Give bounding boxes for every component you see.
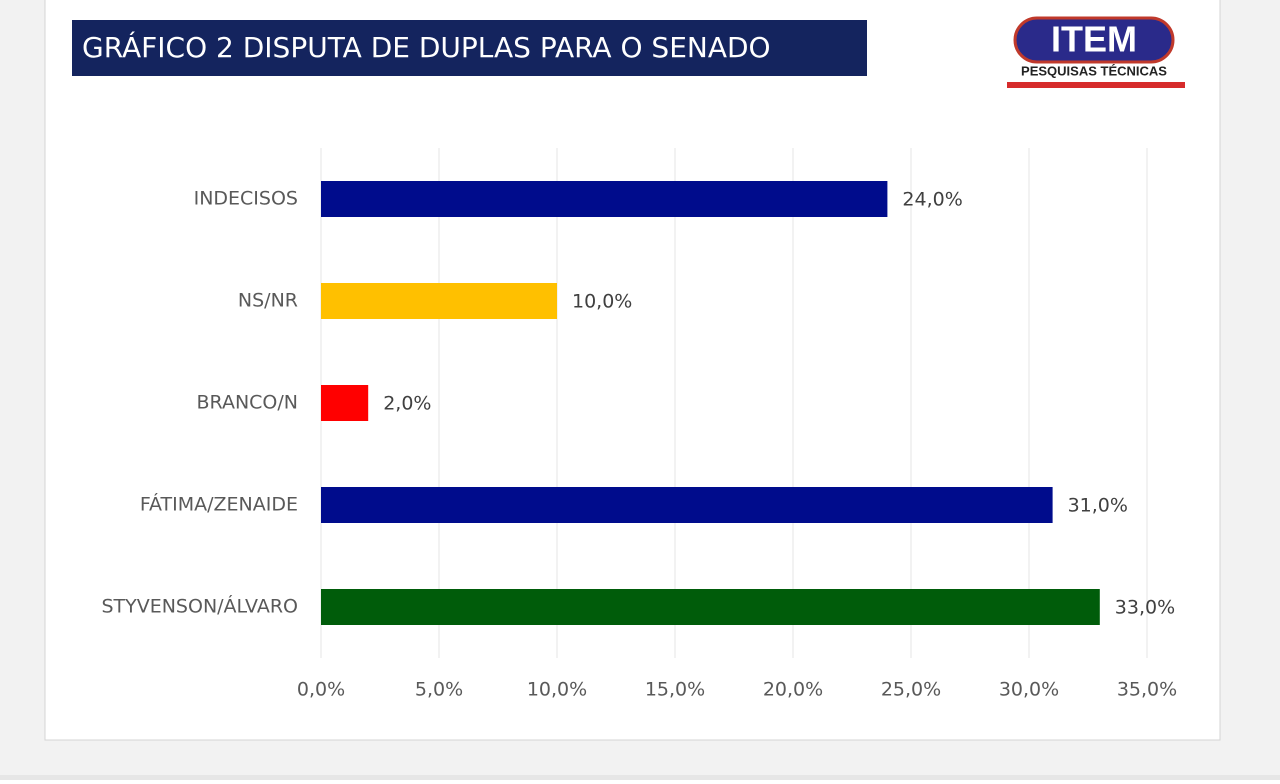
value-label: 2,0% (383, 393, 431, 415)
x-tick-label: 10,0% (527, 679, 587, 701)
bar (321, 487, 1053, 523)
bar (321, 181, 888, 217)
logo-tagline: PESQUISAS TÉCNICAS (1021, 63, 1167, 78)
x-tick-label: 20,0% (763, 679, 823, 701)
y-tick-label: INDECISOS (194, 188, 298, 210)
y-tick-label: STYVENSON/ÁLVARO (101, 595, 298, 618)
x-tick-label: 30,0% (999, 679, 1059, 701)
logo-name: ITEM (1051, 19, 1137, 60)
value-label: 24,0% (902, 189, 962, 211)
title-box (72, 20, 867, 76)
value-label: 10,0% (572, 291, 632, 313)
chart-title: GRÁFICO 2 DISPUTA DE DUPLAS PARA O SENAD… (82, 30, 771, 64)
y-tick-label: BRANCO/N (196, 392, 298, 414)
value-label: 31,0% (1068, 495, 1128, 517)
x-tick-label: 5,0% (415, 679, 463, 701)
x-tick-label: 15,0% (645, 679, 705, 701)
logo: ITEM PESQUISAS TÉCNICAS (1007, 16, 1185, 88)
logo-bar (1007, 82, 1185, 88)
logo-badge (1013, 16, 1175, 64)
bar (321, 283, 557, 319)
x-tick-label: 25,0% (881, 679, 941, 701)
y-tick-label: NS/NR (238, 290, 298, 312)
y-tick-label: FÁTIMA/ZENAIDE (140, 493, 298, 516)
value-label: 33,0% (1115, 597, 1175, 619)
bar (321, 385, 369, 421)
x-tick-label: 35,0% (1117, 679, 1177, 701)
bar (321, 589, 1100, 625)
card (44, 0, 1221, 741)
x-tick-label: 0,0% (297, 679, 345, 701)
bottom-strip (0, 775, 1280, 780)
